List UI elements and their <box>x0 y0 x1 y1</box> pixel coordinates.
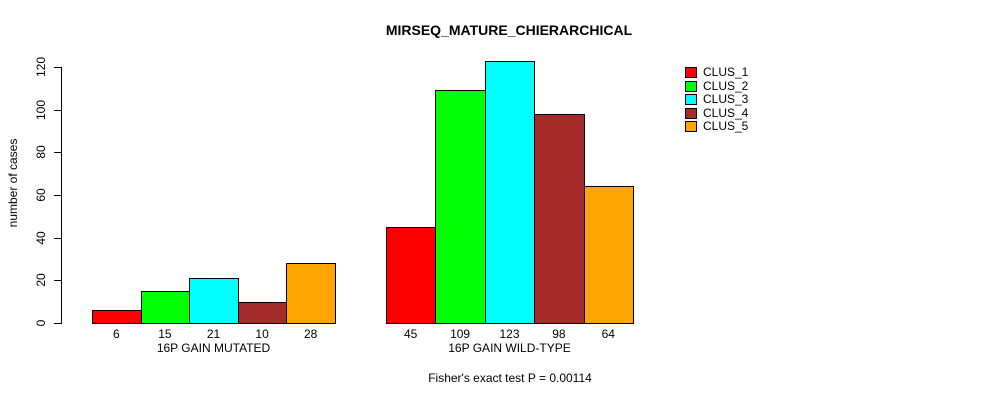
bar-clus_5-16p-gain-mutated <box>286 263 336 324</box>
legend-item: CLUS_4 <box>685 105 749 121</box>
chart-title: MIRSEQ_MATURE_CHIERARCHICAL <box>385 22 633 38</box>
y-axis-tick-label: 0 <box>34 319 48 327</box>
x-axis-group-label: 16P GAIN MUTATED <box>156 341 271 355</box>
bar-clus_4-16p-gain-wild-type <box>534 113 585 324</box>
bar-value-label: 15 <box>158 327 172 341</box>
y-axis-tick-label: 80 <box>34 145 48 160</box>
bar-value-label: 45 <box>404 327 418 341</box>
legend-item: CLUS_2 <box>685 78 749 94</box>
legend-color-swatch <box>685 67 697 79</box>
y-axis-tick <box>54 323 62 324</box>
bar-clus_3-16p-gain-wild-type <box>484 60 536 324</box>
y-axis-tick <box>54 280 62 282</box>
legend-item: CLUS_3 <box>685 92 749 107</box>
bar-value-label: 98 <box>552 327 566 341</box>
y-axis-tick-label: 20 <box>34 273 48 288</box>
y-axis-tick-label: 120 <box>34 56 48 78</box>
y-axis-tick-label: 60 <box>34 188 48 202</box>
y-axis-tick <box>54 152 62 154</box>
y-axis-tick <box>54 195 62 196</box>
bar-value-label: 21 <box>206 327 221 341</box>
bar-clus_2-16p-gain-mutated <box>140 291 191 324</box>
y-axis-tick <box>54 237 62 239</box>
bar-value-label: 109 <box>450 327 471 341</box>
bar-clus_2-16p-gain-wild-type <box>435 90 486 324</box>
y-axis-tick-label: 100 <box>34 99 48 120</box>
bar-value-label: 10 <box>255 327 269 341</box>
bar-clus_5-16p-gain-wild-type <box>583 186 634 324</box>
legend-item: CLUS_1 <box>685 65 749 80</box>
x-axis-group-label: 16P GAIN WILD-TYPE <box>448 341 571 355</box>
legend: CLUS_1 CLUS_2 CLUS_3 CLUS_4 CLUS_5 <box>685 65 749 134</box>
legend-item-label: CLUS_4 <box>703 105 749 120</box>
y-axis-tick <box>54 67 62 68</box>
bar-value-label: 64 <box>601 327 615 341</box>
legend-color-swatch <box>685 80 697 92</box>
legend-item-label: CLUS_5 <box>703 119 749 133</box>
bar-value-label: 6 <box>112 327 120 341</box>
bar-clus_3-16p-gain-mutated <box>189 278 239 324</box>
bar-clus_1-16p-gain-mutated <box>92 310 142 324</box>
legend-color-swatch <box>685 107 697 119</box>
legend-item-label: CLUS_1 <box>703 65 749 79</box>
legend-item-label: CLUS_2 <box>703 78 749 93</box>
y-axis-tick-label: 40 <box>34 230 48 245</box>
bar-value-label: 28 <box>304 327 318 341</box>
legend-item: CLUS_5 <box>685 119 749 134</box>
bar-value-label: 123 <box>499 327 520 341</box>
y-axis-label: number of cases <box>6 138 20 228</box>
fisher-test-annotation: Fisher's exact test P = 0.00114 <box>428 371 592 385</box>
legend-color-swatch <box>685 94 697 106</box>
bar-clus_4-16p-gain-mutated <box>237 301 288 324</box>
legend-item-label: CLUS_3 <box>703 92 749 106</box>
y-axis-tick <box>54 109 62 111</box>
bar-clus_1-16p-gain-wild-type <box>386 227 437 324</box>
legend-color-swatch <box>685 121 697 133</box>
